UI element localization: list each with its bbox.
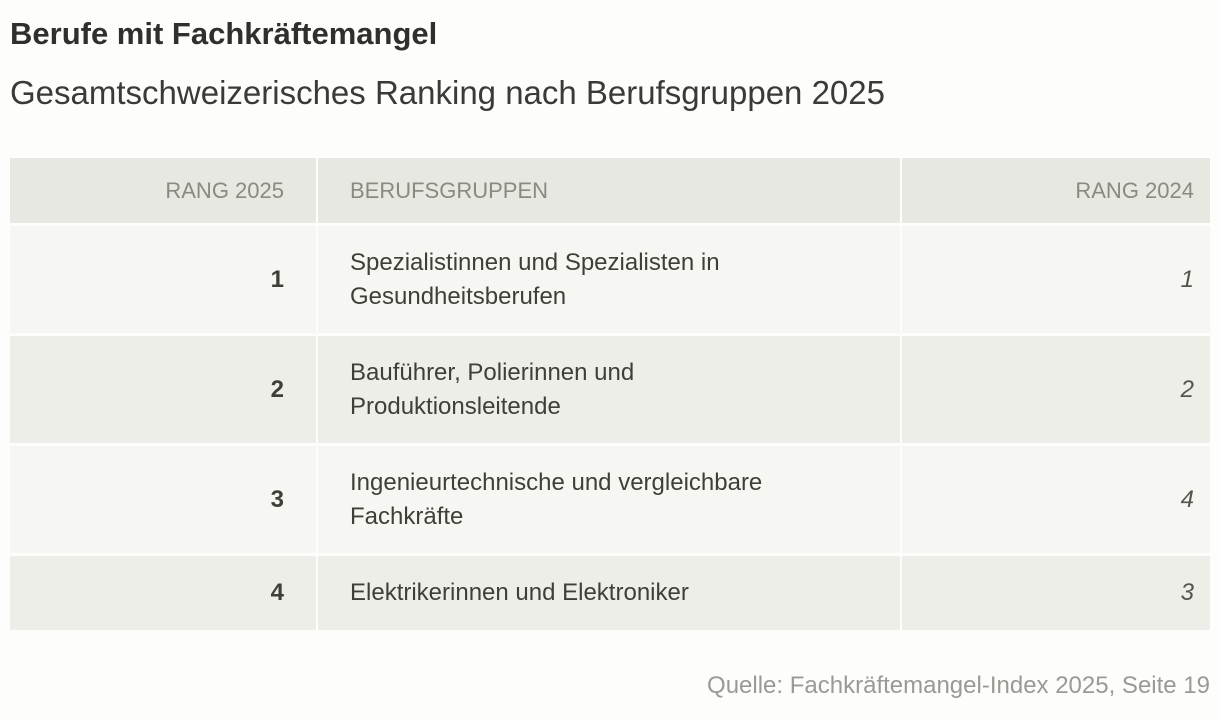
rank-2025: 2 <box>10 336 316 443</box>
rank-2024: 4 <box>902 446 1210 553</box>
occupation-group: Elektrikerinnen und Elektroniker <box>318 556 900 630</box>
header-cell: BERUFSGRUPPEN <box>318 158 900 223</box>
cell-text: Ingenieurtechnische und vergleichbare Fa… <box>350 468 763 530</box>
cell-text: Bauführer, Polierinnen und Produktionsle… <box>350 358 635 420</box>
ranking-table: RANG 2025 BERUFSGRUPPEN RANG 2024 1 Speziali… <box>10 158 1210 630</box>
rank-2024: 1 <box>902 226 1210 333</box>
subtitle: Gesamtschweizerisches Ranking nach Beruf… <box>10 74 885 111</box>
rank-2025: 3 <box>10 446 316 553</box>
rank-2024: 3 <box>902 556 1210 630</box>
title: Berufe mit Fachkräftemangel <box>10 16 438 51</box>
occupation-group: Bauführer, Polierinnen und Produktionsle… <box>318 336 900 443</box>
rank-2025: 4 <box>10 556 316 630</box>
rank-2024: 2 <box>902 336 1210 443</box>
header-cell: RANG 2024 <box>902 158 1210 223</box>
source: Quelle: Fachkräftemangel-Index 2025, Sei… <box>707 672 1210 699</box>
rank-2025: 1 <box>10 226 316 333</box>
cell-text: Elektrikerinnen und Elektroniker <box>350 579 689 606</box>
header-cell: RANG 2025 <box>10 158 316 223</box>
occupation-group: Spezialistinnen und Spezialisten in Gesu… <box>318 226 900 333</box>
cell-text: Spezialistinnen und Spezialisten in Gesu… <box>350 248 720 310</box>
occupation-group: Ingenieurtechnische und vergleichbare Fa… <box>318 446 900 553</box>
